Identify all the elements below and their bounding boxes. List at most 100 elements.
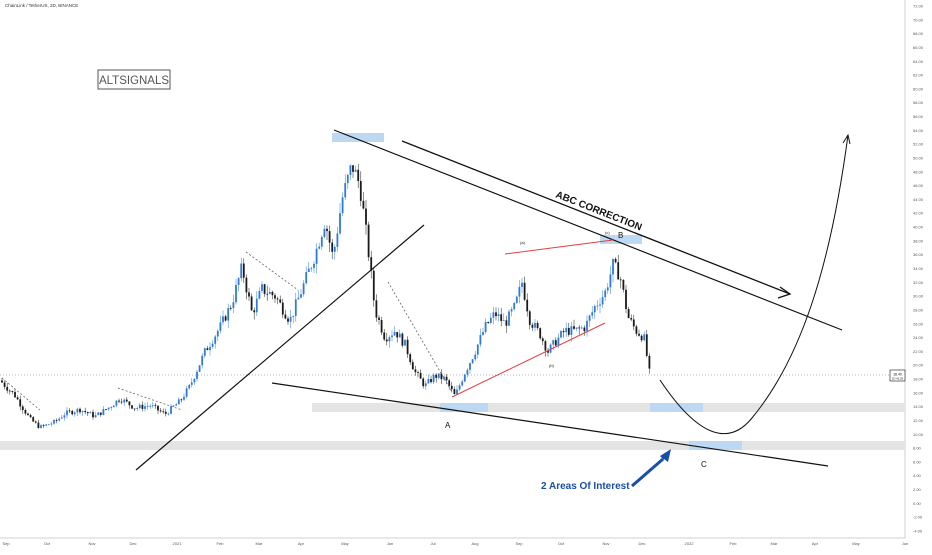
red-lower-line <box>451 322 606 398</box>
x-tick-label: Nov <box>88 541 95 546</box>
price-badge-countdown: 1D 41:05 <box>892 377 904 381</box>
candle-up <box>146 405 149 407</box>
candle-down <box>19 399 22 407</box>
candle-down <box>417 372 419 373</box>
candle-up <box>604 290 607 298</box>
candle-up <box>606 287 609 291</box>
candle-up <box>463 374 466 382</box>
candle-down <box>401 333 404 346</box>
candle-up <box>66 410 68 416</box>
candle-down <box>435 374 438 378</box>
candle-down <box>331 242 334 252</box>
zone-b <box>600 235 642 244</box>
zone-interest-2 <box>689 441 742 450</box>
candle-up <box>388 337 391 342</box>
y-tick-label: 50.00 <box>913 155 924 160</box>
candle-down <box>630 318 633 320</box>
y-tick-label: 40.00 <box>913 225 924 230</box>
candle-up <box>258 290 261 299</box>
y-tick-label: 2.00 <box>913 487 922 492</box>
candle-down <box>362 200 365 209</box>
candle-up <box>593 306 596 313</box>
candle-down <box>32 417 35 422</box>
candle-down <box>34 421 37 423</box>
candle-up <box>489 317 492 323</box>
candle-up <box>255 298 258 313</box>
candle-down <box>406 339 409 355</box>
y-tick-label: 30.00 <box>913 294 924 299</box>
candle-down <box>638 333 640 336</box>
candle-down <box>411 362 414 370</box>
candle-down <box>6 386 9 391</box>
candle-up <box>188 384 191 389</box>
candle-down <box>276 298 279 300</box>
candle-down <box>120 401 123 403</box>
candle-down <box>11 390 14 392</box>
x-tick-label: May <box>341 541 349 546</box>
candle-down <box>271 291 274 296</box>
candle-up <box>612 258 614 275</box>
candle-down <box>71 410 74 415</box>
candle-down <box>274 295 276 299</box>
candle-down <box>16 397 19 400</box>
candle-down <box>128 401 131 406</box>
candle-up <box>469 363 471 370</box>
candle-up <box>73 412 76 415</box>
candle-down <box>154 405 157 407</box>
x-tick-label: May <box>852 541 860 546</box>
candle-up <box>570 326 573 335</box>
zone-top <box>332 133 384 142</box>
candle-down <box>385 339 388 342</box>
y-tick-label: 4.00 <box>913 473 922 478</box>
candle-up <box>297 297 300 300</box>
x-tick-label: Feb <box>217 541 225 546</box>
x-tick-label: Sep <box>515 541 523 546</box>
candle-down <box>365 208 367 225</box>
candle-up <box>591 312 594 316</box>
candle-up <box>318 246 321 249</box>
candle-up <box>45 424 48 426</box>
x-tick-label: Jul <box>430 541 435 546</box>
y-tick-label: 6.00 <box>913 459 922 464</box>
candle-up <box>458 385 461 390</box>
candle-up <box>261 284 263 291</box>
candle-down <box>84 410 87 413</box>
sub-wave-b-label: (b) <box>549 363 555 368</box>
y-tick-label: 52.00 <box>913 142 924 147</box>
candle-up <box>482 332 484 335</box>
candle-down <box>495 312 497 317</box>
candle-up <box>310 267 313 269</box>
y-tick-label: 54.00 <box>913 128 924 133</box>
candle-down <box>440 373 443 380</box>
sub-wave-a-label: (a) <box>520 240 526 245</box>
candle-up <box>601 297 604 305</box>
y-tick-label: 32.00 <box>913 280 924 285</box>
candle-up <box>497 314 500 317</box>
candle-down <box>266 293 269 295</box>
y-tick-label: 18.00 <box>913 377 924 382</box>
candle-down <box>242 263 245 278</box>
candle-down <box>141 404 144 409</box>
candle-down <box>29 415 32 418</box>
candle-up <box>341 197 344 214</box>
upper-channel-line <box>333 129 843 331</box>
x-tick-label: Mar <box>256 541 264 546</box>
candle-down <box>164 411 167 414</box>
wave-c-label: C <box>701 460 707 469</box>
y-tick-label: 0.00 <box>913 501 922 506</box>
candle-down <box>640 335 643 341</box>
candle-down <box>263 284 266 294</box>
support-band-lower <box>0 441 905 450</box>
x-tick-label: Jun <box>902 541 908 546</box>
candle-down <box>133 408 136 410</box>
x-tick-label: Mar <box>771 541 779 546</box>
candle-up <box>518 286 521 297</box>
candle-down <box>453 389 456 395</box>
candle-up <box>123 399 126 403</box>
candle-up <box>203 348 206 356</box>
candle-up <box>219 322 222 331</box>
candle-down <box>583 327 586 332</box>
candle-down <box>250 296 253 311</box>
